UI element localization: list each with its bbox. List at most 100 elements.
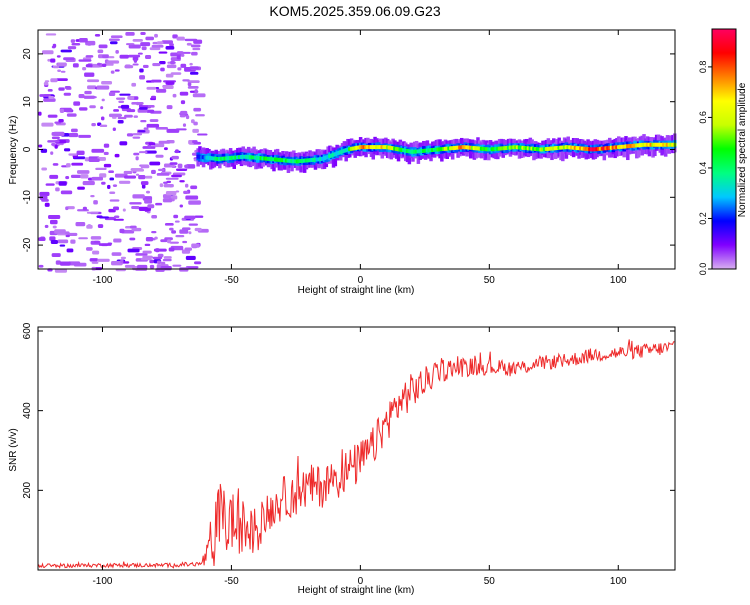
noise-blob [138,104,143,108]
noise-blob [192,47,201,51]
noise-blob [194,261,202,265]
snr-xtick-label: -50 [224,576,239,587]
noise-blob [145,36,154,41]
figure-title: KOM5.2025.359.06.09.G23 [269,3,440,19]
noise-blob [91,176,104,181]
noise-blob [179,204,183,208]
noise-blob [41,199,49,202]
noise-blob [185,266,199,269]
noise-blob [96,85,110,90]
noise-blob [156,260,162,264]
noise-blob [107,184,111,189]
noise-blob [126,133,134,137]
spectrogram-xtick-label: -50 [224,275,239,286]
snr-series-line [37,339,675,569]
noise-blob [104,63,114,66]
noise-blob [185,164,196,169]
noise-blob [70,128,78,133]
noise-blob [97,62,101,66]
noise-blob [182,79,190,82]
noise-blob [170,72,182,75]
noise-blob [68,153,78,156]
noise-blob [138,151,148,154]
noise-blob [149,264,155,269]
noise-blob [71,162,84,166]
noise-blob [91,148,105,153]
noise-blob [60,49,72,53]
noise-blob [63,57,75,61]
noise-blob [121,229,135,234]
noise-blob [144,199,152,204]
noise-blob [101,98,105,102]
noise-blob [156,41,164,45]
noise-blob [119,228,125,234]
noise-blob [162,258,172,262]
noise-blob [39,94,51,97]
noise-blob [165,177,179,180]
track-halo [561,141,565,162]
noise-blob [181,227,191,231]
noise-blob [49,174,59,179]
noise-blob [169,241,179,244]
noise-blob [84,72,95,77]
noise-blob [156,88,167,93]
noise-blob [102,54,109,59]
noise-blob [149,161,161,166]
noise-blob [64,86,71,89]
noise-blob [92,250,100,255]
noise-blob [147,204,155,209]
noise-blob [141,184,146,189]
noise-blob [139,68,144,73]
noise-blob [101,81,113,85]
snr-ytick-label: 600 [22,322,33,339]
noise-blob [165,190,177,196]
noise-blob [180,110,188,115]
noise-blob [135,156,139,161]
noise-blob [171,230,177,234]
noise-blob [68,133,79,138]
noise-blob [159,61,166,65]
noise-blob [57,239,69,244]
noise-blob [177,67,182,71]
noise-blob [175,235,185,238]
noise-blob [86,224,93,229]
noise-blob [160,67,165,72]
noise-blob [96,215,103,219]
noise-blob [176,51,184,55]
spectrogram-xtick-label: 100 [610,275,627,286]
noise-blob [60,190,73,195]
noise-blob [76,150,85,156]
noise-blob [185,115,190,120]
noise-blob [159,183,164,188]
noise-blob [67,232,78,237]
noise-blob [125,32,135,36]
noise-blob [188,231,192,235]
noise-blob [116,97,126,100]
noise-blob [184,215,196,220]
noise-blob [51,136,60,140]
noise-blob [185,255,196,261]
noise-blob [133,59,138,63]
noise-blob [114,69,120,72]
noise-blob [131,101,144,105]
noise-blob [124,264,136,268]
noise-blob [138,175,146,180]
noise-blob [54,268,68,273]
noise-blob [113,238,122,243]
snr-y-axis: 200 400 600 [22,322,675,499]
noise-blob [83,95,96,99]
noise-blob [192,128,199,133]
noise-blob [41,122,54,127]
noise-blob [84,157,90,162]
spectrogram-noise-region [38,32,209,273]
noise-blob [66,248,74,253]
noise-blob [119,54,129,59]
noise-blob [78,237,88,240]
noise-blob [50,58,56,63]
noise-blob [163,147,168,151]
noise-blob [151,44,164,48]
noise-blob [129,225,137,229]
noise-blob [82,57,92,60]
colorbar-tick-label: 0.2 [698,212,708,225]
noise-blob [174,220,180,223]
